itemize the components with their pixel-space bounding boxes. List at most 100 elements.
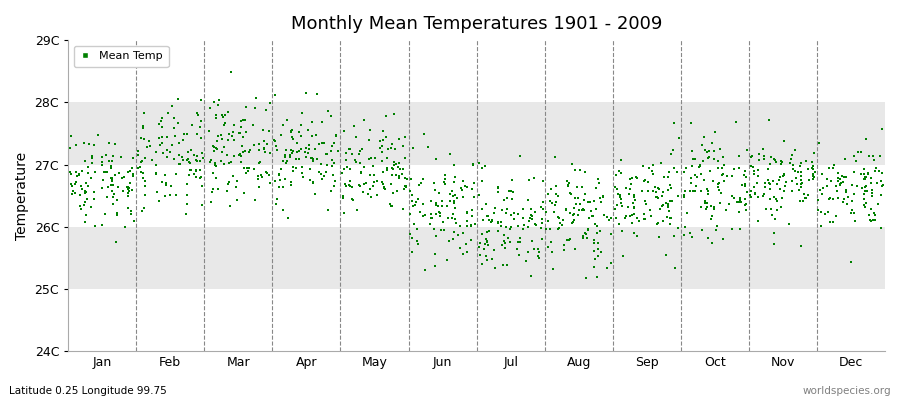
Point <box>268 201 283 208</box>
Point <box>752 151 767 157</box>
Point <box>539 226 554 232</box>
Point <box>328 133 343 139</box>
Point <box>436 198 450 204</box>
Point <box>453 244 467 251</box>
Point <box>768 215 782 222</box>
Point <box>63 168 77 175</box>
Point <box>479 236 493 242</box>
Point <box>659 251 673 258</box>
Point <box>475 261 490 268</box>
Point <box>785 152 799 158</box>
Point <box>706 178 720 185</box>
Point <box>497 238 511 244</box>
Point <box>556 217 571 223</box>
Point <box>289 165 303 172</box>
Point <box>346 197 360 204</box>
Point <box>380 164 394 171</box>
Point <box>277 176 292 182</box>
Point <box>113 154 128 160</box>
Point <box>263 100 277 107</box>
Point <box>403 231 418 237</box>
Point <box>604 260 618 266</box>
Point <box>195 150 210 156</box>
Point <box>767 241 781 247</box>
Point <box>626 220 640 226</box>
Point <box>288 156 302 162</box>
Point <box>773 174 788 180</box>
Point <box>432 209 446 215</box>
Point <box>176 131 191 137</box>
Point <box>628 196 643 203</box>
Point <box>661 202 675 208</box>
Point <box>105 153 120 160</box>
Point <box>210 138 224 144</box>
Point <box>180 157 194 163</box>
Point <box>668 264 682 271</box>
Point <box>630 215 644 222</box>
Point <box>696 158 710 164</box>
Point <box>536 206 550 212</box>
Point <box>831 195 845 201</box>
Point <box>527 221 542 227</box>
Point <box>110 210 124 217</box>
Point <box>814 170 829 177</box>
Point <box>763 196 778 202</box>
Point <box>122 185 137 191</box>
Point <box>758 180 772 186</box>
Point <box>337 210 351 216</box>
Point <box>511 211 526 217</box>
Point <box>732 209 746 215</box>
Point <box>139 182 153 189</box>
Point <box>737 172 751 178</box>
Point <box>734 226 748 232</box>
Point <box>207 147 221 154</box>
Point <box>546 209 561 215</box>
Point <box>626 211 641 217</box>
Point <box>553 215 567 222</box>
Point <box>495 242 509 249</box>
Point <box>822 165 836 172</box>
Point <box>762 181 777 188</box>
Point <box>654 193 669 199</box>
Point <box>418 212 433 218</box>
Point <box>850 158 864 164</box>
Point <box>366 172 381 178</box>
Point <box>824 178 838 184</box>
Point <box>239 170 254 176</box>
Point <box>722 201 736 207</box>
Point <box>847 191 861 198</box>
Point <box>698 198 712 204</box>
Point <box>868 168 882 174</box>
Point <box>866 217 880 223</box>
Point <box>383 201 398 207</box>
Point <box>221 137 236 143</box>
Point <box>871 200 886 207</box>
Point <box>720 173 734 180</box>
Point <box>614 196 628 202</box>
Point <box>257 138 272 144</box>
Point <box>650 194 664 200</box>
Point <box>448 216 463 222</box>
Point <box>525 238 539 244</box>
Point <box>847 210 861 216</box>
Point <box>104 165 118 171</box>
Point <box>317 173 331 180</box>
Point <box>666 120 680 126</box>
Point <box>284 181 298 188</box>
Point <box>752 157 767 163</box>
Point <box>545 266 560 272</box>
Point <box>94 222 109 228</box>
Point <box>850 182 864 189</box>
Point <box>551 192 565 199</box>
Point <box>700 235 715 242</box>
Point <box>643 207 657 213</box>
Point <box>778 179 793 186</box>
Point <box>279 146 293 153</box>
Point <box>831 170 845 176</box>
Point <box>763 205 778 212</box>
Point <box>554 220 568 226</box>
Point <box>868 212 882 218</box>
Point <box>854 185 868 191</box>
Point <box>857 202 871 208</box>
Point <box>491 185 505 191</box>
